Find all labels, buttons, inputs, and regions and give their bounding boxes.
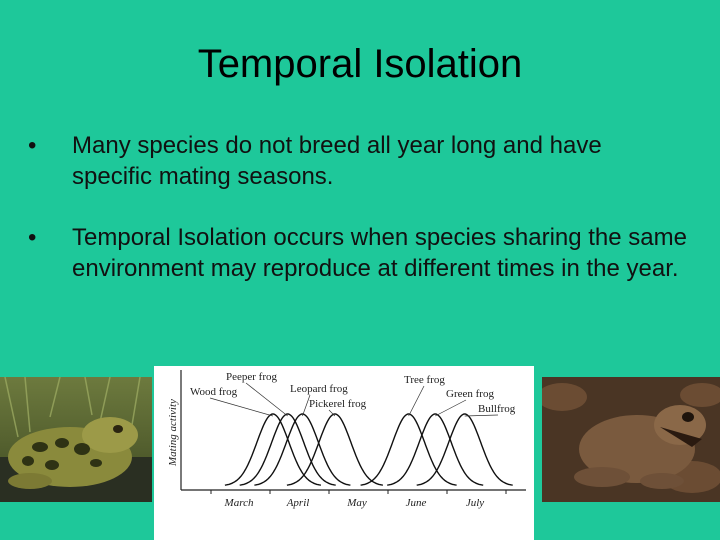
series-label: Tree frog (404, 374, 445, 386)
series-label: Wood frog (190, 386, 238, 398)
series-label: Green frog (446, 388, 494, 400)
curve-peeper-frog (239, 413, 336, 486)
leader-line (408, 385, 425, 417)
mating-activity-chart: Mating activity March April May June July Wo… (154, 366, 534, 540)
series-label: Pickerel frog (309, 398, 367, 410)
curve-wood-frog (224, 413, 322, 486)
chart-canvas: Mating activity March April May June July Wo… (167, 370, 526, 509)
bullet-text: Temporal Isolation occurs when species s… (72, 224, 687, 282)
leader-line (464, 414, 499, 417)
curve-leopard-frog (254, 413, 351, 486)
x-tick-label: May (346, 497, 367, 509)
series-label: Bullfrog (478, 403, 516, 415)
leader-line (245, 382, 288, 417)
leader-line (302, 394, 311, 417)
bullet-text: Many species do not breed all year long … (72, 132, 602, 190)
series-label: Peeper frog (226, 371, 278, 383)
leader-line (435, 399, 467, 417)
x-tick-label: March (224, 497, 254, 509)
bullet-item: • Many species do not breed all year lon… (28, 130, 688, 192)
wood-frog-photo (542, 377, 720, 502)
x-tick-label: April (286, 497, 310, 509)
leader-line (209, 397, 274, 417)
slide-title: Temporal Isolation (197, 42, 523, 86)
y-axis-label: Mating activity (167, 399, 179, 467)
bullet-item: • Temporal Isolation occurs when species… (28, 222, 688, 284)
series-label: Leopard frog (290, 383, 348, 395)
bullet-symbol: • (28, 132, 37, 159)
curve-bullfrog (416, 413, 513, 486)
x-tick-label: June (406, 497, 427, 509)
bullet-list: • Many species do not breed all year lon… (28, 130, 688, 314)
curve-pickerel-frog (286, 413, 384, 486)
bullet-symbol: • (28, 224, 37, 251)
curve-tree-frog (360, 413, 457, 486)
leader-line (328, 409, 336, 417)
leopard-frog-photo (0, 377, 152, 502)
curve-green-frog (387, 413, 484, 486)
x-tick-label: July (466, 497, 484, 509)
